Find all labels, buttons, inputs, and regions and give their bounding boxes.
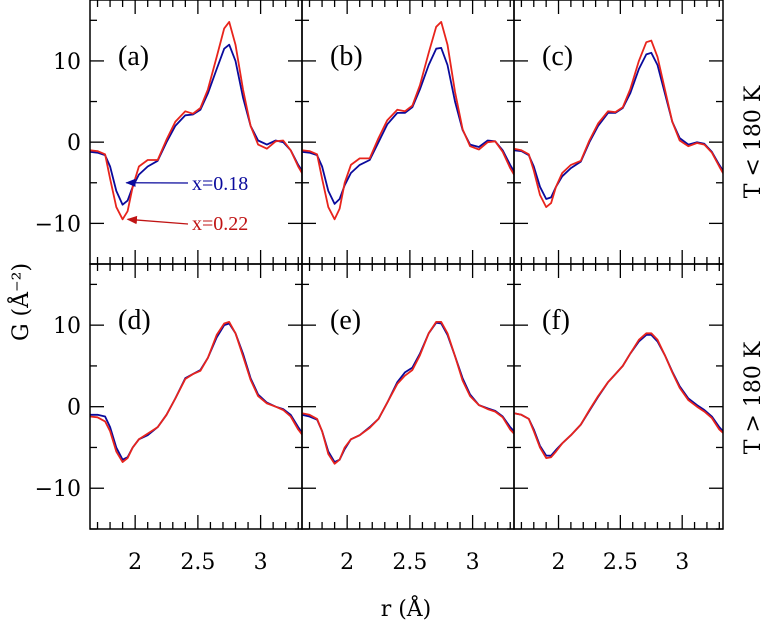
- panel-c: (c): [513, 0, 724, 265]
- x-tick-label-panel-d: 2.5: [180, 550, 215, 575]
- panel-frame-d: [89, 263, 303, 530]
- panel-d: (d) 2 2.5 3 10 0 −10: [35, 263, 303, 575]
- y-tick-label-panel-d: 10: [53, 314, 81, 339]
- series-line-x-0p22-panel-d: [90, 321, 302, 463]
- annotation-label-x-0p22: x=0.22: [192, 213, 248, 235]
- y-tick-label-panel-d: −10: [35, 477, 81, 502]
- panel-label-c: (c): [542, 41, 573, 72]
- x-tick-label-panel-f: 2: [552, 550, 566, 575]
- panel-label-f: (f): [542, 305, 570, 336]
- panel-frame-c: [513, 0, 724, 265]
- panel-frame-f: [513, 263, 724, 530]
- panel-a: (a) 10 0 −10 x=0.18 x=0.22: [35, 0, 303, 265]
- panel-label-b: (b): [330, 41, 363, 72]
- panel-e: (e) 2 2.5 3: [301, 263, 515, 575]
- series-line-x-0p22-panel-f: [514, 332, 723, 459]
- row-label-high-temperature: T > 180 K: [741, 341, 763, 454]
- x-tick-label-panel-f: 3: [675, 550, 689, 575]
- series-line-x-0p22-panel-e: [302, 321, 514, 465]
- annotation-arrow-x-0p22: [126, 215, 189, 225]
- annotation-label-x-0p18: x=0.18: [192, 173, 248, 195]
- y-tick-label-panel-a: −10: [35, 212, 81, 237]
- y-tick-label-panel-a: 10: [53, 50, 81, 75]
- series-line-x-0p22-panel-a: [90, 21, 302, 221]
- axis-labels-group: G (Å⁻²) r (Å) T < 180 K T > 180 K: [6, 85, 763, 622]
- panels-group: (a) 10 0 −10 x=0.18 x=0.22 (b) (c) (d) 2 2.5 3 10 0 −1…: [35, 0, 724, 575]
- panel-label-e: (e): [330, 305, 361, 336]
- panel-frame-e: [301, 263, 515, 530]
- x-tick-label-panel-d: 3: [254, 550, 268, 575]
- y-tick-label-panel-a: 0: [67, 131, 81, 156]
- series-line-x-0p18-panel-c: [514, 51, 723, 200]
- y-axis-label: G (Å⁻²): [6, 263, 34, 341]
- x-tick-label-panel-f: 2.5: [603, 550, 638, 575]
- y-tick-label-panel-d: 0: [67, 396, 81, 421]
- panel-label-a: (a): [118, 41, 149, 72]
- x-tick-label-panel-e: 2: [340, 550, 354, 575]
- x-tick-label-panel-e: 3: [466, 550, 480, 575]
- x-tick-label-panel-e: 2.5: [392, 550, 427, 575]
- series-line-x-0p22-panel-b: [302, 21, 514, 221]
- series-line-x-0p22-panel-c: [514, 39, 723, 208]
- panel-f: (f) 2 2.5 3: [513, 263, 724, 575]
- series-line-x-0p18-panel-f: [514, 334, 723, 457]
- panel-b: (b): [301, 0, 515, 265]
- panel-label-d: (d): [118, 305, 151, 336]
- series-line-x-0p18-panel-d: [90, 322, 302, 461]
- row-label-low-temperature: T < 180 K: [741, 85, 763, 198]
- panel-frame-b: [301, 0, 515, 265]
- series-line-x-0p18-panel-b: [302, 47, 514, 205]
- series-line-x-0p18-panel-a: [90, 43, 302, 206]
- x-tick-label-panel-d: 2: [128, 550, 142, 575]
- series-line-x-0p18-panel-e: [302, 321, 514, 463]
- x-axis-label: r (Å): [381, 594, 432, 622]
